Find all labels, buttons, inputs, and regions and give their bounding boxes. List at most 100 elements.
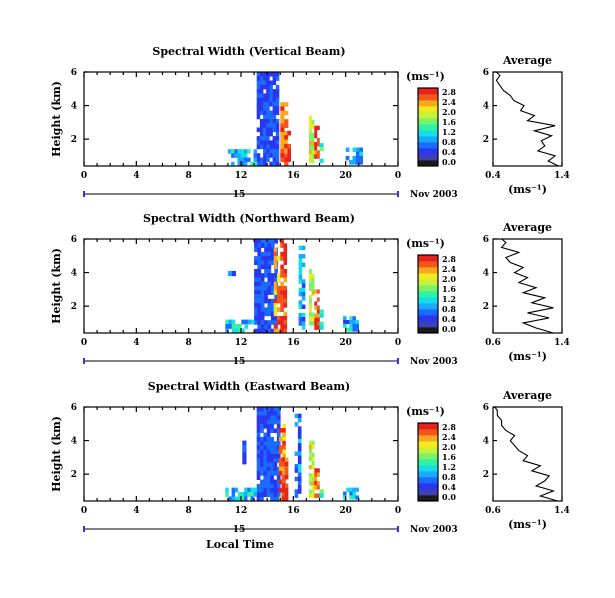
heatmap-cell: [270, 290, 275, 295]
x-tick-label: 0: [395, 171, 401, 181]
heatmap-cell: [272, 136, 277, 141]
heatmap-cell: [254, 286, 258, 291]
heatmap-cell: [237, 496, 242, 502]
heatmap-cell: [314, 313, 318, 318]
heatmap-cell: [237, 157, 241, 163]
heatmap-cell: [257, 243, 262, 248]
heatmap-cell: [278, 462, 283, 467]
colorbar-segment: [418, 447, 438, 454]
heatmap-cell: [264, 256, 268, 261]
heatmap-cell: [280, 320, 284, 325]
heatmap-cell: [272, 72, 277, 77]
heatmap-cell: [276, 445, 281, 451]
colorbar-segment: [418, 321, 438, 328]
heatmap-cell: [273, 449, 278, 455]
heatmap-cell: [259, 84, 264, 90]
heatmap-cell: [349, 487, 353, 492]
heatmap-cell: [273, 311, 278, 317]
heatmap-cell: [267, 260, 272, 265]
heatmap-cell: [254, 260, 258, 265]
heatmap-cell: [309, 158, 312, 163]
colorbar-segment: [418, 88, 438, 95]
heatmap-cell: [275, 131, 280, 137]
heatmap-cell: [276, 475, 281, 480]
heatmap-cell: [276, 419, 281, 425]
heatmap-cell: [250, 161, 254, 167]
profile-y-tick-label: 2: [483, 135, 489, 145]
heatmap-cell: [260, 260, 265, 265]
heatmap-cell: [280, 328, 284, 334]
x-tick-label: 4: [133, 506, 139, 516]
heatmap-cell: [273, 462, 278, 468]
heatmap-cell: [275, 161, 280, 167]
heatmap-cell: [247, 492, 251, 497]
heatmap-cell: [309, 440, 312, 445]
heatmap-cell: [275, 148, 280, 154]
heatmap-cell: [280, 281, 284, 287]
heatmap-cell: [297, 468, 302, 473]
heatmap-cell: [260, 445, 264, 451]
heatmap-cell: [309, 282, 312, 287]
heatmap-cell: [257, 256, 262, 261]
heatmap-cell: [276, 479, 281, 485]
heatmap-cell: [283, 303, 288, 308]
heatmap-cell: [267, 311, 272, 317]
heatmap-cell: [284, 461, 289, 467]
heatmap-cell: [311, 465, 315, 470]
heatmap-cell: [272, 114, 277, 120]
heatmap-cell: [319, 313, 324, 318]
y-tick-label: 4: [71, 269, 77, 279]
colorbar-segment: [418, 489, 438, 496]
heatmap-cell: [297, 489, 302, 494]
heatmap-cell: [267, 298, 272, 304]
heatmap-cell: [309, 154, 312, 159]
heatmap-cell: [257, 247, 262, 253]
heatmap-cell: [276, 454, 281, 459]
heatmap-cell: [260, 328, 265, 334]
heatmap-cell: [316, 297, 320, 302]
heatmap-cell: [311, 456, 315, 462]
colorbar-tick-label: 0.8: [442, 137, 456, 147]
heatmap-cell: [259, 127, 264, 133]
heatmap-cell: [272, 110, 277, 116]
heatmap-cell: [298, 300, 303, 305]
heatmap-cell: [269, 127, 273, 133]
heatmap-cell: [297, 413, 302, 419]
heatmap-cell: [314, 472, 318, 477]
heatmap-cell: [280, 251, 284, 257]
heatmap-cell: [266, 131, 270, 137]
heatmap-cell: [240, 161, 245, 167]
heatmap-cell: [263, 454, 268, 459]
heatmap-cell: [280, 264, 284, 270]
heatmap-cell: [283, 294, 288, 300]
heatmap-cell: [297, 417, 302, 423]
heatmap-cell: [257, 239, 262, 244]
heatmap-cell: [284, 130, 288, 136]
heatmap-cell: [263, 72, 267, 77]
heatmap-cell: [283, 268, 288, 274]
heatmap-cell: [346, 327, 350, 332]
heatmap-cell: [237, 161, 241, 167]
heatmap-cell: [309, 448, 312, 454]
colorbar-tick-label: 1.6: [442, 117, 456, 127]
heatmap-cell: [280, 110, 285, 116]
heatmap-cell: [309, 273, 312, 279]
heatmap-cell: [266, 488, 271, 493]
heatmap-cell: [277, 320, 281, 325]
heatmap-cell: [241, 496, 245, 502]
x-tick-label: 4: [133, 171, 139, 181]
heatmap-cell: [272, 140, 277, 145]
heatmap-cell: [256, 153, 261, 158]
heatmap-cell: [228, 324, 232, 329]
heatmap-cell: [256, 140, 261, 145]
heatmap-cell: [273, 492, 278, 498]
heatmap-cell: [234, 149, 238, 154]
heatmap-cell: [270, 428, 274, 433]
heatmap-cell: [273, 260, 278, 265]
heatmap-cell: [284, 102, 289, 107]
heatmap-cell: [301, 304, 306, 309]
heatmap-cell: [309, 299, 312, 304]
heatmap-cell: [259, 76, 264, 81]
heatmap-cell: [260, 281, 265, 287]
heatmap-cell: [343, 491, 347, 496]
